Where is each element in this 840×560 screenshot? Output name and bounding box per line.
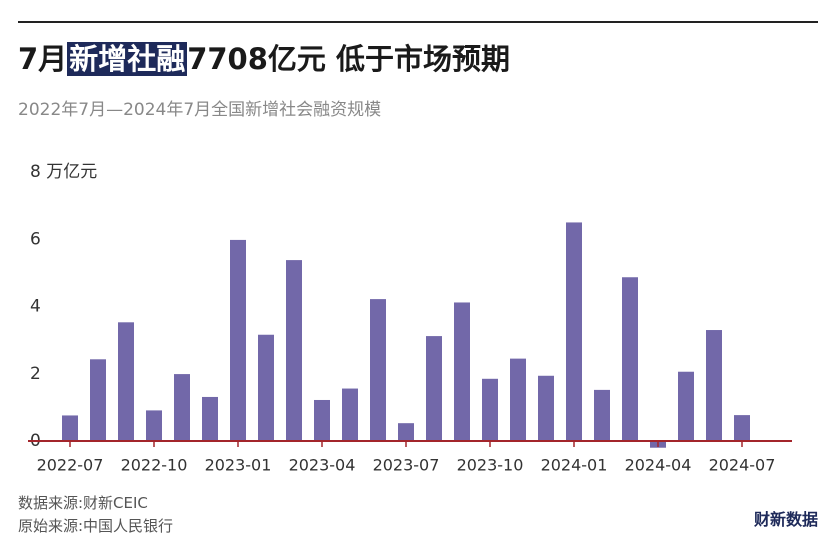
bar <box>342 388 358 441</box>
bar <box>510 358 526 441</box>
x-tick-label: 2023-04 <box>289 456 356 475</box>
title-highlight: 新增社融 <box>67 42 188 76</box>
bar <box>398 423 414 441</box>
bar <box>482 378 498 441</box>
x-tick-label: 2024-01 <box>541 456 608 475</box>
x-tick-label: 2024-07 <box>709 456 776 475</box>
y-tick-label: 2 <box>30 364 41 384</box>
bar <box>734 415 750 441</box>
bar <box>174 374 190 441</box>
bar <box>146 410 162 441</box>
chart-subtitle: 2022年7月—2024年7月全国新增社会融资规模 <box>18 100 382 120</box>
title-part: 7708亿元 低于市场预期 <box>187 42 511 76</box>
bar <box>706 330 722 441</box>
chart-title: 7月新增社融7708亿元 低于市场预期 <box>18 36 510 78</box>
bar <box>426 336 442 441</box>
bar <box>286 260 302 441</box>
bar <box>230 239 246 441</box>
brand-logo: 财新数据 <box>753 510 818 529</box>
y-tick-label: 8 万亿元 <box>30 162 97 182</box>
bar <box>566 222 582 441</box>
x-tick-label: 2023-07 <box>373 456 440 475</box>
source-note: 原始来源:中国人民银行 <box>18 517 174 535</box>
x-tick-label: 2022-10 <box>121 456 188 475</box>
bar <box>622 277 638 441</box>
bar <box>90 359 106 441</box>
x-tick-label: 2024-04 <box>625 456 692 475</box>
x-tick-label: 2023-01 <box>205 456 272 475</box>
bar <box>370 299 386 441</box>
bar <box>538 375 554 441</box>
bar <box>454 302 470 441</box>
bar <box>118 322 134 441</box>
y-tick-label: 6 <box>30 229 41 249</box>
x-tick-label: 2023-10 <box>457 456 524 475</box>
title-part: 7月 <box>18 42 68 76</box>
bar <box>258 334 274 441</box>
bar <box>314 399 330 441</box>
bar <box>594 389 610 441</box>
bar <box>202 396 218 441</box>
y-tick-label: 4 <box>30 297 41 317</box>
bar <box>62 415 78 441</box>
source-note: 数据来源:财新CEIC <box>18 494 148 512</box>
bar <box>678 371 694 441</box>
x-tick-label: 2022-07 <box>37 456 104 475</box>
